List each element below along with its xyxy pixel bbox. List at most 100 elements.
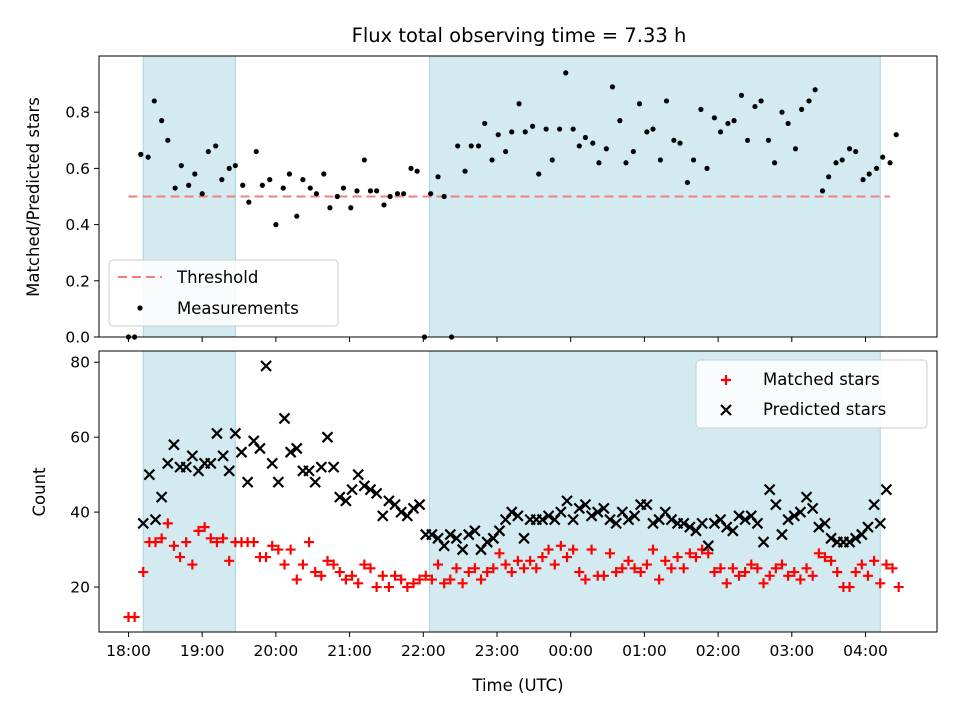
matched-stars-point — [267, 540, 278, 551]
matched-stars-point — [445, 574, 456, 585]
matched-stars-point — [819, 552, 830, 563]
matched-stars-point — [733, 570, 744, 581]
matched-stars-point — [807, 570, 818, 581]
chart-title: Flux total observing time = 7.33 h — [352, 24, 687, 47]
predicted-stars-point — [143, 468, 156, 481]
matched-stars-point — [359, 559, 370, 570]
matched-stars-point — [402, 582, 413, 593]
predicted-stars-point — [444, 528, 457, 541]
predicted-stars-point — [284, 446, 297, 458]
predicted-stars-point — [567, 513, 579, 526]
predicted-stars-point — [739, 513, 751, 526]
measurements-point — [657, 157, 663, 163]
measurements-point — [381, 202, 387, 208]
predicted-stars-point — [180, 461, 192, 473]
matched-stars-point — [488, 563, 499, 574]
measurements-point — [489, 157, 495, 163]
measurements-point — [482, 120, 488, 127]
predicted-stars-point — [751, 517, 764, 530]
matched-stars-point — [205, 533, 216, 544]
measurements-point — [690, 157, 697, 163]
matched-stars-point — [893, 582, 904, 593]
measurements-point — [744, 137, 751, 143]
predicted-stars-point — [272, 476, 285, 488]
measurements-point — [219, 177, 225, 183]
matched-stars-point — [740, 567, 751, 578]
measurements-point — [374, 188, 380, 194]
measurements-point — [765, 137, 772, 143]
matched-stars-point — [168, 540, 179, 551]
measurements-point — [286, 171, 292, 177]
bottom-legend-box — [695, 359, 928, 429]
matched-stars-point — [482, 567, 493, 578]
matched-stars-point — [586, 544, 597, 555]
matched-stars-point — [856, 559, 867, 570]
measurements-point — [536, 171, 542, 177]
measurements-point — [671, 137, 677, 143]
matched-stars-point — [672, 552, 683, 563]
measurements-point — [462, 168, 468, 174]
matched-stars-point — [795, 574, 806, 585]
measurements-point — [711, 115, 718, 121]
matched-stars-point — [377, 570, 388, 581]
predicted-stars-point — [505, 506, 518, 518]
measurements-point — [785, 120, 791, 127]
y-tick-label: 0.0 — [65, 329, 90, 347]
predicted-stars-point — [407, 502, 420, 515]
measurements-point — [178, 162, 184, 169]
predicted-stars-point — [290, 442, 303, 455]
measurements-point — [792, 146, 799, 152]
measurements-point — [435, 174, 441, 180]
matched-stars-point — [494, 548, 505, 559]
top-axes-frame — [98, 55, 938, 338]
measurements-point — [300, 177, 306, 183]
measurements-point — [846, 146, 853, 152]
predicted-stars-point — [819, 517, 831, 530]
measurements-point — [205, 148, 211, 155]
matched-stars-point — [568, 544, 579, 555]
predicted-stars-point — [315, 461, 328, 473]
predicted-stars-point — [137, 517, 149, 530]
predicted-stars-point — [880, 483, 893, 496]
measurements-point — [779, 109, 785, 115]
matched-stars-point — [340, 574, 351, 585]
matched-stars-point — [629, 563, 640, 574]
measurements-point — [873, 165, 880, 171]
measurements-point — [455, 143, 461, 149]
x-tick-label: 21:00 — [327, 642, 372, 660]
matched-stars-point — [887, 563, 898, 574]
measurements-point — [758, 98, 764, 104]
measurements-point — [414, 168, 420, 174]
predicted-stars-point — [849, 532, 862, 545]
legend-plus-marker — [721, 375, 731, 385]
x-tick-label: 01:00 — [622, 642, 667, 660]
measurements-point — [145, 154, 151, 160]
measurements-point — [677, 140, 683, 146]
measurements-point — [806, 98, 812, 104]
legend-measurements-label: Measurements — [177, 299, 299, 318]
measurements-point — [582, 134, 589, 141]
matched-stars-point — [684, 548, 695, 559]
predicted-stars-point — [610, 517, 622, 530]
matched-stars-point — [605, 548, 616, 559]
measurements-point — [186, 182, 192, 188]
measurements-point — [151, 98, 157, 104]
measurements-point — [663, 98, 670, 104]
predicted-stars-point — [426, 528, 438, 541]
predicted-stars-point — [684, 521, 696, 533]
matched-stars-point — [813, 548, 824, 559]
measurements-point — [630, 148, 636, 155]
predicted-stars-point — [862, 521, 874, 533]
matched-stars-point — [727, 563, 738, 574]
matched-stars-point — [832, 567, 843, 578]
matched-stars-point — [353, 578, 364, 589]
measurements-point — [839, 157, 845, 163]
predicted-stars-point — [813, 521, 825, 533]
predicted-stars-point — [235, 446, 248, 458]
measurements-point — [428, 191, 434, 197]
matched-stars-point — [666, 563, 677, 574]
matched-stars-point — [758, 578, 769, 589]
measurements-point — [165, 137, 171, 143]
legend-x-marker — [720, 404, 732, 416]
y-tick-label: 80 — [70, 354, 90, 372]
